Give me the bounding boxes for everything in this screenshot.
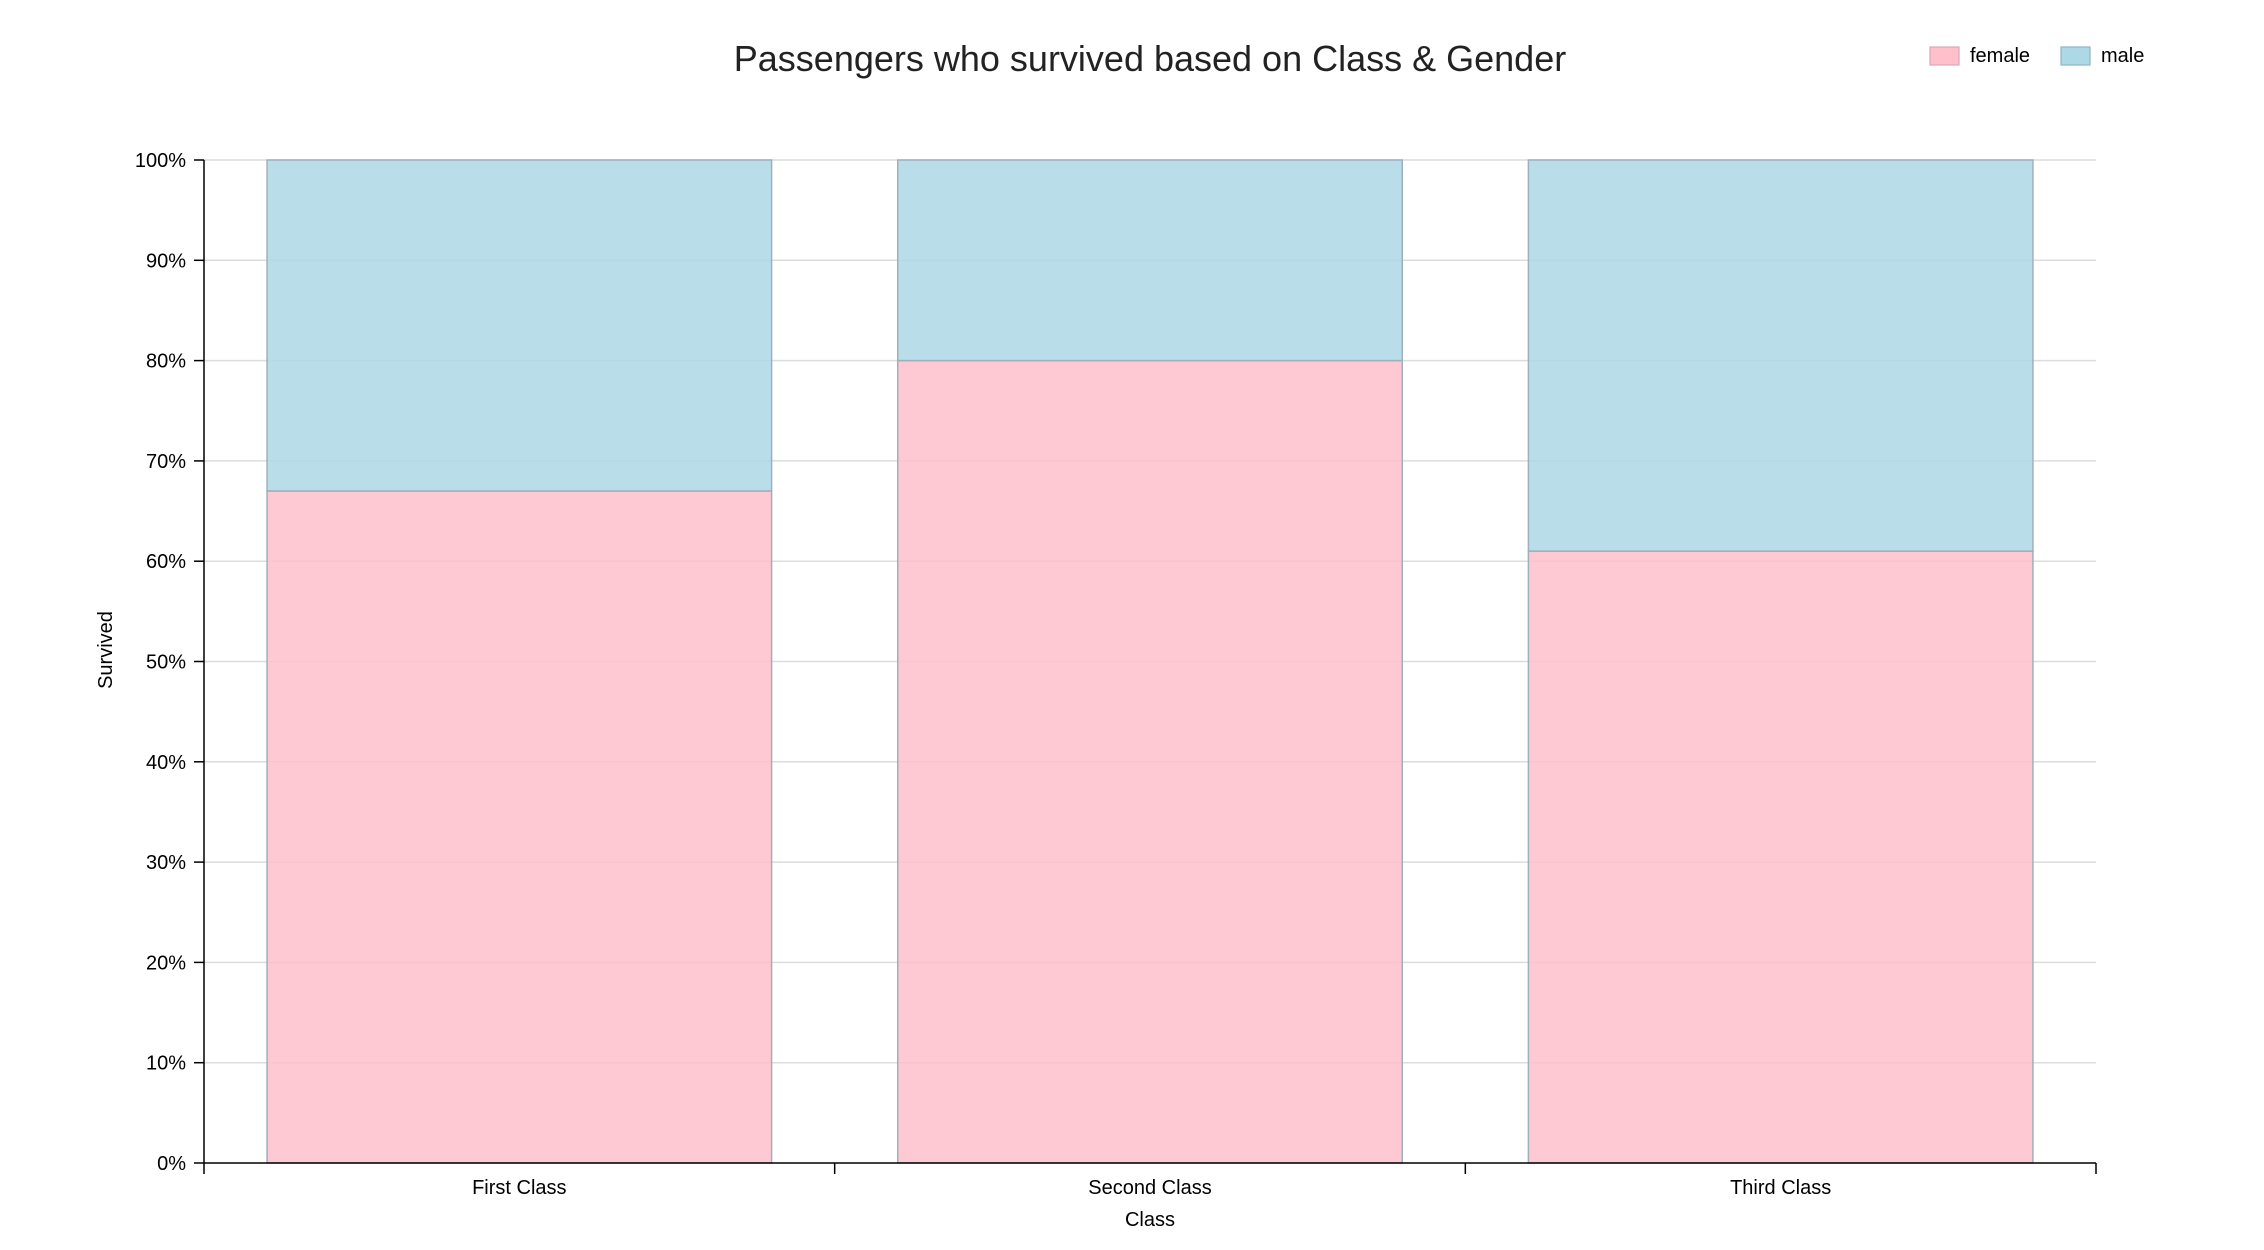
chart-title: Passengers who survived based on Class &… — [734, 38, 1566, 79]
x-tick-label: Third Class — [1730, 1177, 1831, 1199]
bar-female — [266, 490, 773, 1164]
y-tick-label: 10% — [146, 1053, 186, 1075]
y-axis-label: Survived — [95, 611, 117, 689]
y-tick-label: 50% — [146, 652, 186, 674]
y-tick-label: 80% — [146, 351, 186, 373]
bars — [266, 159, 2034, 1164]
y-tick-label: 30% — [146, 852, 186, 874]
y-tick-label: 20% — [146, 952, 186, 974]
x-axis: First Class Second Class Third Class — [203, 1162, 2097, 1199]
legend-label-female: female — [1970, 45, 2030, 67]
x-tick-label: Second Class — [1088, 1177, 1211, 1199]
bar-male — [1527, 159, 2034, 552]
bar-male — [266, 159, 773, 492]
y-tick-label: 100% — [135, 150, 186, 172]
y-axis: 0% 10% 20% 30% 40% 50% 60% 70% 80% 90% 100% — [135, 150, 205, 1175]
y-tick-label: 90% — [146, 250, 186, 272]
y-tick-label: 0% — [157, 1153, 186, 1175]
bar-female — [896, 359, 1404, 1164]
legend-swatch-male — [2060, 46, 2091, 66]
bar-female — [1527, 550, 2034, 1164]
bar-male — [896, 159, 1404, 362]
x-axis-label: Class — [1125, 1209, 1175, 1231]
y-tick-label: 40% — [146, 752, 186, 774]
legend-swatch-female — [1929, 46, 1960, 66]
y-tick-label: 70% — [146, 451, 186, 473]
y-tick-label: 60% — [146, 551, 186, 573]
legend-label-male: male — [2101, 45, 2144, 67]
legend: female male — [1929, 45, 2144, 67]
x-tick-label: First Class — [472, 1177, 566, 1199]
